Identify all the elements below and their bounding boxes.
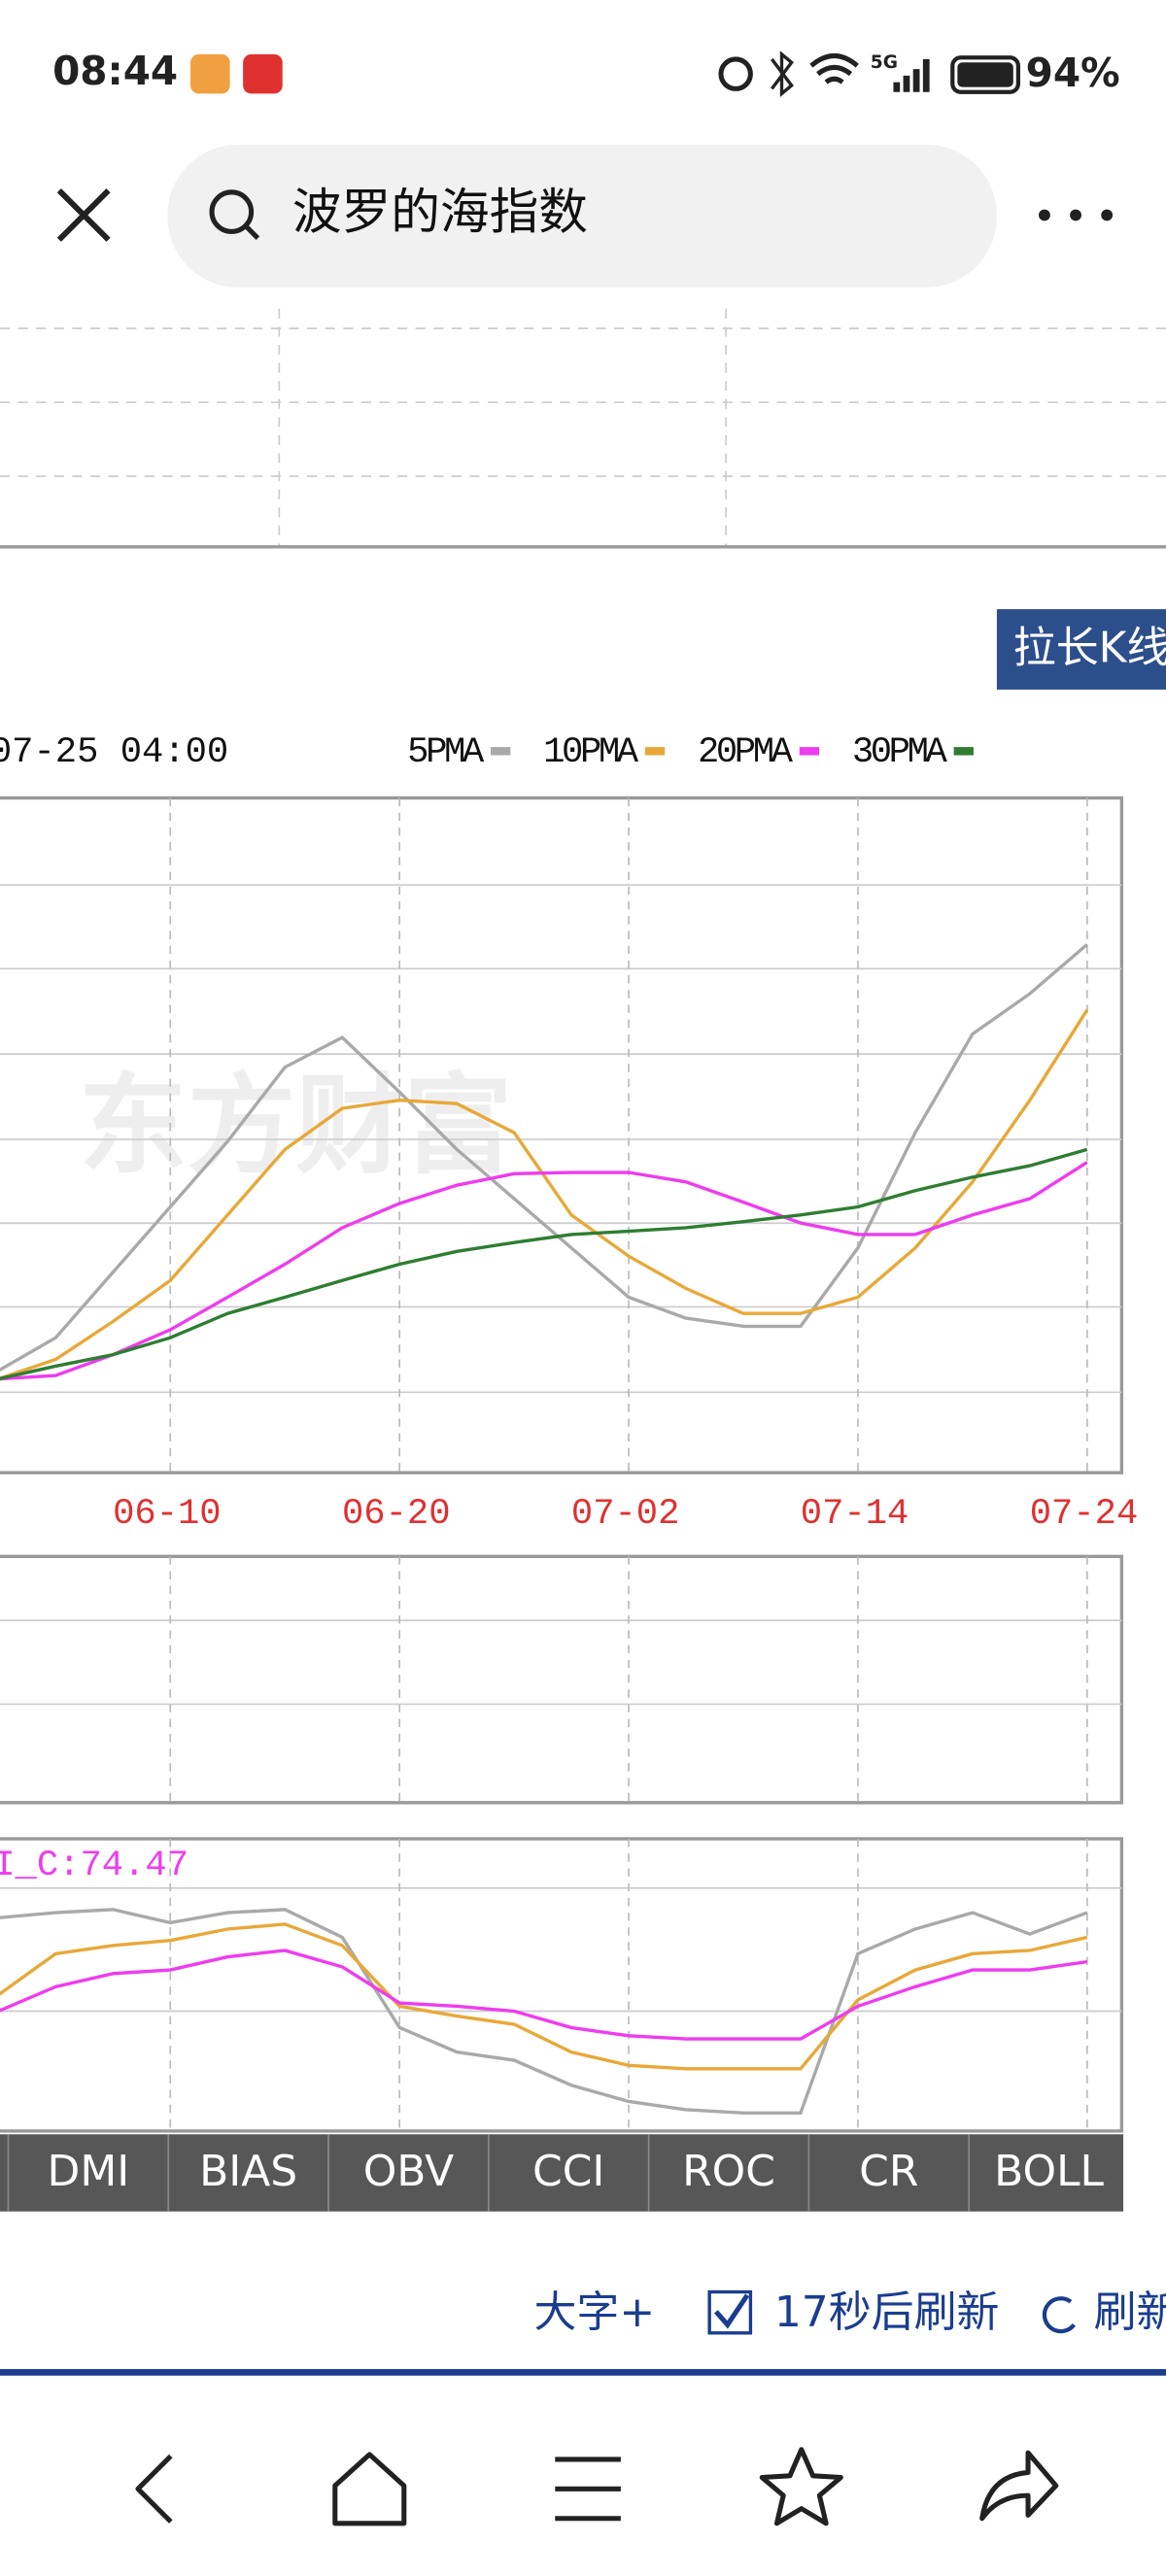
legend-swatch (799, 747, 820, 756)
refresh-timer: 17秒后刷新 (774, 2288, 1000, 2337)
battery-label: 94% (1026, 50, 1120, 96)
top-grid (0, 308, 1166, 547)
divider (0, 2368, 1166, 2376)
timestamp: 07-25 04:00 (0, 732, 228, 773)
close-button[interactable] (56, 188, 111, 242)
bluetooth-icon (771, 51, 794, 98)
legend-label: 5PMA (407, 732, 485, 773)
signal-icon (893, 58, 930, 92)
favorite-button[interactable] (759, 2447, 843, 2526)
series-line (0, 1922, 1088, 2071)
app-icon (190, 53, 230, 94)
main-frame (0, 796, 1124, 1474)
font-size-link[interactable]: 大字+ (533, 2288, 655, 2337)
x-tick-label: 07-02 (571, 1494, 680, 1535)
battery-icon (950, 55, 1020, 94)
stretch-button[interactable] (996, 609, 1166, 690)
series-line (0, 1908, 1088, 2115)
tab[interactable]: DMI (47, 2147, 129, 2196)
wifi-icon (809, 53, 859, 85)
indicator-grid (0, 1886, 1122, 2013)
tab[interactable]: CR (859, 2147, 918, 2196)
bottom-nav (135, 2447, 1059, 2526)
indicator-label: I_C:74.47 (0, 1846, 189, 1886)
series-line (0, 1147, 1088, 1380)
watermark: 东方财富 (79, 1063, 512, 1189)
tab[interactable]: OBV (363, 2147, 454, 2196)
legend-label: 10PMA (543, 732, 639, 773)
refresh-icon (1042, 2296, 1077, 2334)
series-line (0, 1161, 1088, 1381)
x-tick-label: 06-20 (342, 1494, 451, 1535)
legend-swatch (644, 747, 666, 756)
series-line (0, 942, 1088, 1373)
menu-button[interactable] (555, 2457, 621, 2522)
share-button[interactable] (979, 2450, 1059, 2522)
home-button[interactable] (332, 2452, 407, 2526)
battery-level (957, 62, 1013, 87)
tab[interactable]: CCI (532, 2147, 604, 2196)
indicator-frame (0, 1837, 1124, 2133)
volume-frame (0, 1554, 1124, 1805)
tab[interactable]: BIAS (199, 2147, 297, 2196)
more-button[interactable] (1039, 209, 1114, 221)
search-icon-handle (244, 224, 260, 240)
network-label: 5G (871, 52, 898, 73)
app-icon (243, 53, 283, 94)
back-button[interactable] (135, 2454, 173, 2524)
refresh-checkbox[interactable] (707, 2289, 753, 2335)
legend: 5PMA 10PMA 20PMA 30PMA (407, 732, 974, 773)
search-icon (209, 189, 255, 234)
x-tick-label: 06-10 (113, 1494, 222, 1535)
x-tick-label: 07-14 (801, 1494, 909, 1535)
legend-swatch (491, 747, 511, 756)
legend-label: 20PMA (698, 732, 794, 773)
legend-swatch (953, 747, 974, 756)
tab[interactable]: BOLL (994, 2147, 1104, 2196)
search-box[interactable] (167, 144, 997, 288)
stretch-button-label[interactable]: 拉长K线 (1013, 623, 1166, 672)
refresh-link[interactable]: 刷新 (1094, 2288, 1166, 2337)
search-query[interactable]: 波罗的海指数 (292, 183, 588, 240)
alarm-icon (718, 56, 753, 91)
tab[interactable]: ROC (682, 2147, 775, 2196)
series-line (0, 1949, 1088, 2041)
volume-grid (0, 1619, 1122, 1706)
x-tick-label: 07-24 (1030, 1494, 1139, 1535)
check-mark (713, 2293, 750, 2329)
tab-bar (0, 2134, 1124, 2212)
status-time: 08:44 (52, 48, 178, 94)
legend-label: 30PMA (852, 732, 948, 773)
